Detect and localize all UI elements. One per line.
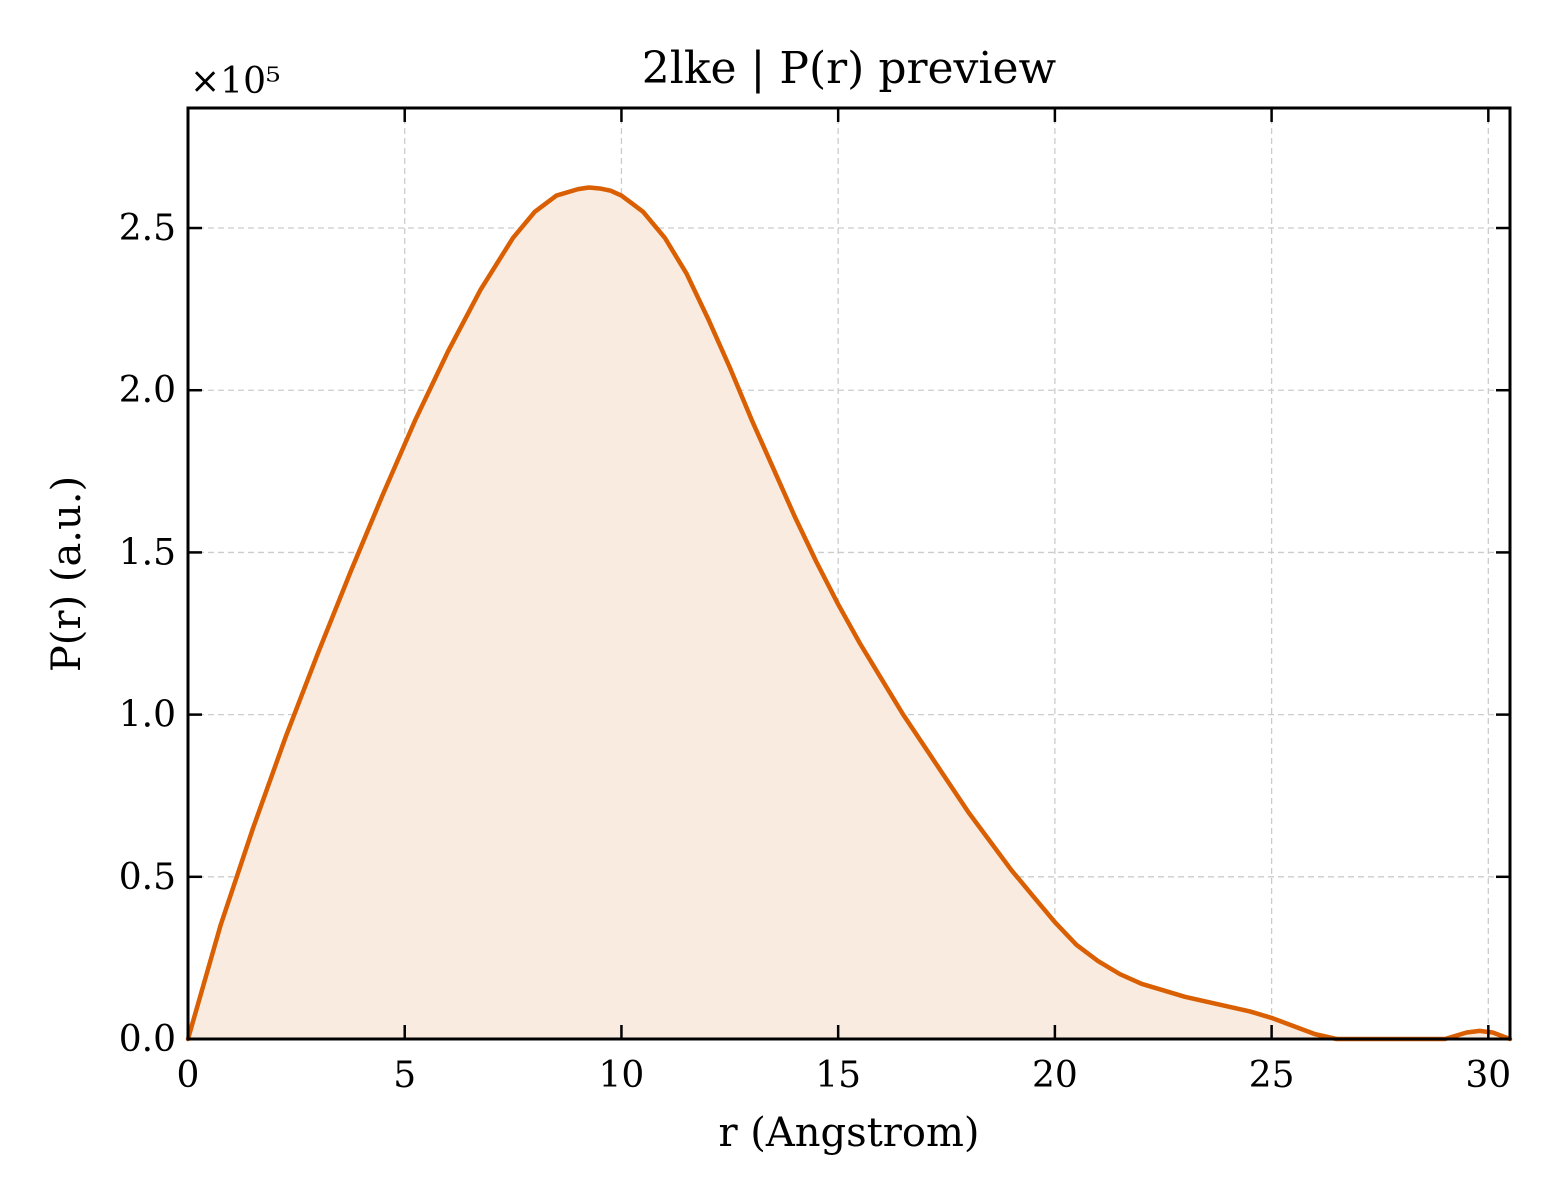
y-axis-multiplier: ×10⁵ [190,61,280,102]
y-tick-label: 2.5 [119,208,176,249]
y-tick-label: 0.0 [119,1019,176,1060]
y-tick-labels: 0.0 0.5 1.0 1.5 2.0 2.5 [119,208,176,1060]
y-axis-label: P(r) (a.u.) [44,476,90,672]
x-tick-labels: 0 5 10 15 20 25 30 [177,1055,1512,1096]
x-axis-label: r (Angstrom) [718,1110,979,1156]
pr-area-fill [188,187,1510,1040]
y-tick-label: 2.0 [119,370,176,411]
chart-title: 2lke | P(r) preview [642,43,1057,94]
x-tick-label: 25 [1249,1055,1295,1096]
x-tick-label: 15 [815,1055,861,1096]
x-tick-label: 5 [393,1055,416,1096]
x-tick-label: 0 [177,1055,200,1096]
y-tick-label: 0.5 [119,857,176,898]
y-tick-label: 1.0 [119,695,176,736]
y-tick-label: 1.5 [119,532,176,573]
x-tick-label: 10 [599,1055,645,1096]
x-tick-label: 30 [1465,1055,1511,1096]
plot-frame [186,106,1512,1041]
x-tick-label: 20 [1032,1055,1078,1096]
pr-series-line [185,185,1513,1042]
